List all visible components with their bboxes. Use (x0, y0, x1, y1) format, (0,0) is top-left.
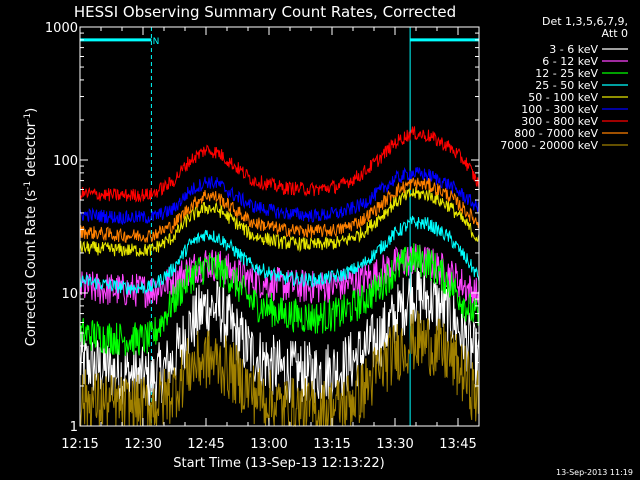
y-label-part: detector (24, 121, 39, 181)
y-label-superscript: -1 (23, 113, 33, 122)
series-line (79, 264, 480, 408)
y-tick-label: 1 (70, 420, 78, 435)
x-tick-label: 13:15 (313, 437, 350, 452)
y-label-superscript: -1 (23, 181, 33, 190)
series-line (79, 167, 480, 226)
x-tick-label: 13:00 (250, 437, 287, 452)
series-line (79, 126, 480, 203)
marker-label: N (153, 37, 160, 47)
series-line (79, 186, 480, 258)
legend-label: 3 - 6 keV (549, 43, 598, 56)
series-line (79, 177, 480, 244)
y-label-part: Corrected Count Rate (s (24, 190, 39, 347)
legend-header-line: Att 0 (602, 27, 628, 40)
x-axis-label: Start Time (13-Sep-13 12:13:22) (173, 456, 384, 471)
x-tick-label: 13:30 (376, 437, 413, 452)
x-tick-label: 12:45 (187, 437, 224, 452)
chart-title: HESSI Observing Summary Count Rates, Cor… (74, 3, 456, 21)
series-line (79, 309, 480, 428)
x-tick-label: 12:15 (61, 437, 98, 452)
legend-header-line: Det 1,3,5,6,7,9, (542, 15, 628, 28)
legend-label: 7000 - 20000 keV (500, 139, 598, 152)
series-line (79, 215, 480, 295)
y-axis-label: Corrected Count Rate (s-1 detector-1) (23, 108, 39, 346)
y-label-part: ) (24, 108, 39, 113)
legend-label: 800 - 7000 keV (514, 127, 598, 140)
legend-label: 25 - 50 keV (535, 79, 598, 92)
legend-label: 6 - 12 keV (542, 55, 598, 68)
y-tick-label: 100 (53, 154, 78, 169)
x-tick-label: 13:45 (439, 437, 476, 452)
legend-label: 50 - 100 keV (528, 91, 598, 104)
x-tick-label: 12:30 (124, 437, 161, 452)
series-line (79, 243, 480, 356)
legend-label: 300 - 800 keV (521, 115, 598, 128)
series-layer (79, 126, 480, 428)
y-axis-ticks: 1 10 100 1000 (45, 21, 479, 435)
legend-label: 12 - 25 keV (535, 67, 598, 80)
y-tick-label: 1000 (45, 21, 78, 36)
x-axis-ticks: 12:15 12:30 12:45 13:00 13:15 13:30 13:45 (61, 27, 480, 452)
legend-label: 100 - 300 keV (521, 103, 598, 116)
plot-frame (79, 26, 480, 427)
footer-timestamp: 13-Sep-2013 11:19 (556, 468, 633, 477)
y-tick-label: 10 (61, 287, 78, 302)
